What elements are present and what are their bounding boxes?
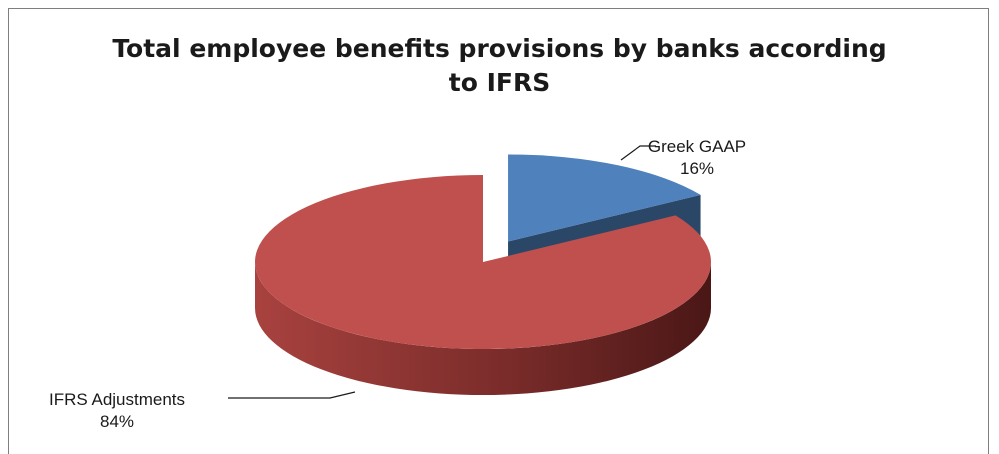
pie-slice-side-ifrs-adjustments — [255, 262, 711, 395]
leader-line-ifrs-adjustments — [228, 391, 356, 399]
slice-value-label-greek-gaap: 16% — [680, 159, 714, 178]
chart-title: Total employee benefits provisions by ba… — [0, 32, 999, 100]
slice-value-label-ifrs-adjustments: 84% — [100, 412, 134, 431]
chart-title-line-1: Total employee benefits provisions by ba… — [112, 34, 887, 63]
leader-line-greek-gaap — [620, 145, 656, 161]
slice-label-greek-gaap: Greek GAAP — [648, 137, 746, 156]
chart-title-line-2: to IFRS — [448, 68, 551, 97]
pie-slice-ifrs-adjustments — [255, 175, 712, 395]
pie-slice-top-greek-gaap — [508, 154, 701, 242]
slice-label-ifrs-adjustments: IFRS Adjustments — [49, 390, 185, 409]
pie-slice-top-ifrs-adjustments — [255, 175, 712, 349]
